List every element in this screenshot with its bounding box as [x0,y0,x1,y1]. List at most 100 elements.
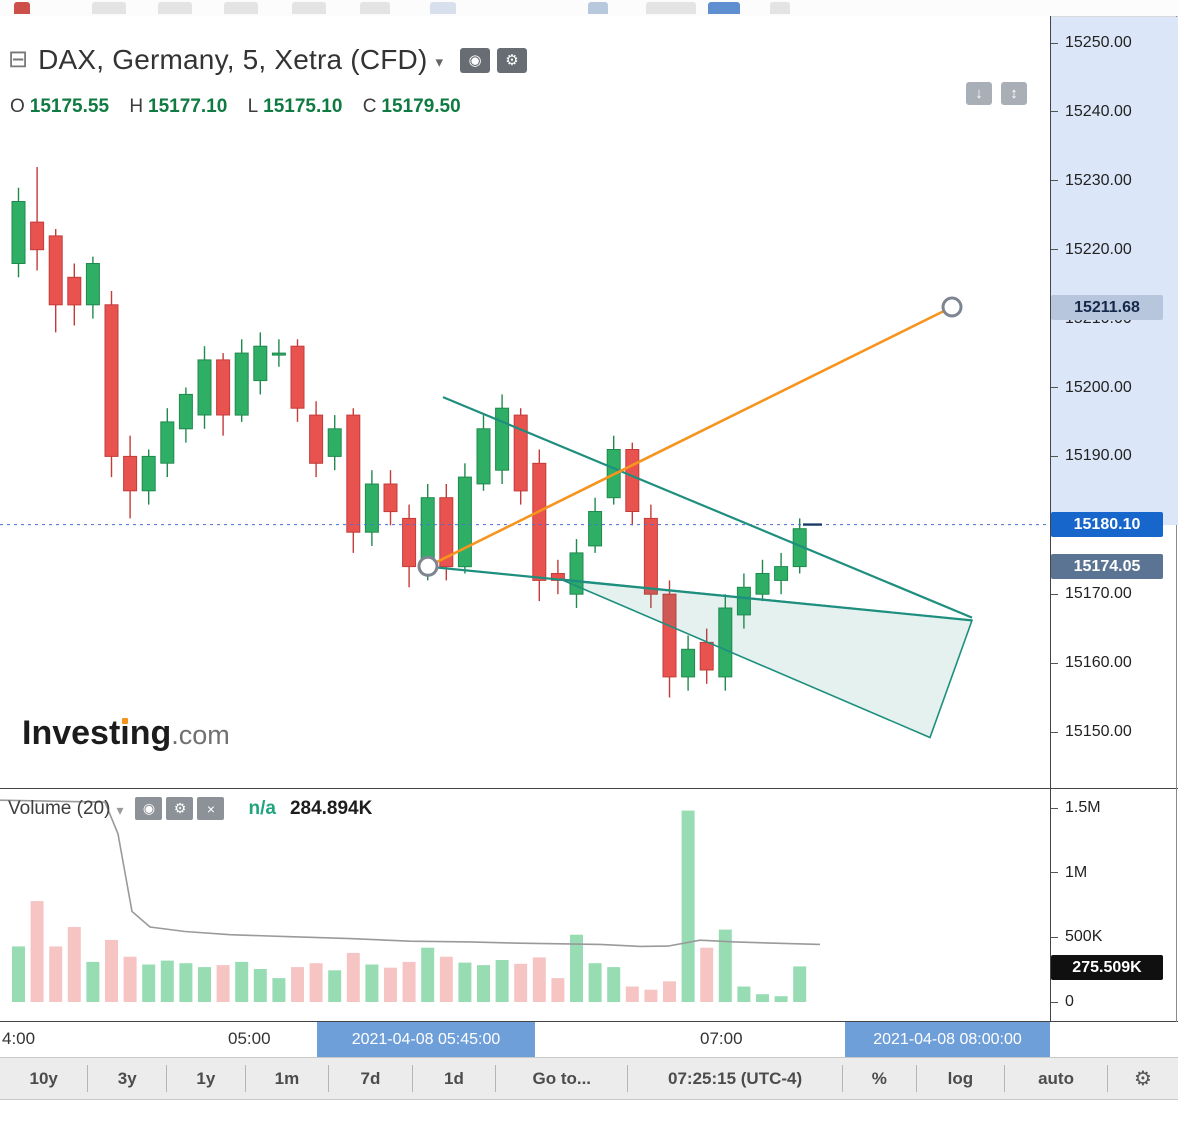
scroll-down-icon[interactable]: ↓ [966,82,992,105]
price-tick-label: 15200.00 [1065,378,1132,396]
ohlc-low-label: L [247,96,259,117]
logo-orange-dot [122,718,129,724]
trendline-handle[interactable] [417,555,439,577]
volume-current-value: 284.894K [289,797,373,819]
ohlc-readout: O 15175.55 H 15177.10 L 15175.10 C 15179.50 [10,96,476,118]
price-tag-drawing_start: 15174.05 [1051,553,1163,579]
price-tick-dash [1051,662,1058,664]
price-tick-label: 15190.00 [1065,447,1132,465]
tab-remnant[interactable] [14,2,30,14]
candlestick-chart[interactable] [0,16,1050,788]
collapse-panel-icon[interactable]: ⊟ [8,46,29,73]
triangle-drawing [559,578,974,739]
ohlc-close-value: 15179.50 [381,96,461,117]
price-tick-dash [1051,731,1058,733]
logo-suffix: .com [171,720,230,750]
investing-watermark: Investı ng.com [22,714,230,753]
time-label: 05:00 [228,1029,271,1048]
toolbar-item-1y[interactable]: 1y [166,1065,245,1092]
price-tick-label: 15240.00 [1065,102,1132,120]
price-chart-panel[interactable]: Investı ng.com ⊟ DAX, Germany, 5, Xetra (… [0,16,1050,788]
logo-i: ı [120,714,130,752]
chevron-down-icon[interactable]: ▾ [435,54,444,71]
toolbar-item-07-25-15-utc-4[interactable]: 07:25:15 (UTC-4) [627,1065,842,1092]
price-scale-highlight [1051,17,1178,525]
orange-trendline [427,305,953,568]
price-tick-label: 15250.00 [1065,34,1132,51]
volume-tick-label: 1M [1065,863,1088,881]
panel-divider[interactable] [0,788,1178,789]
time-label: 4:00 [2,1029,36,1048]
symbol-title[interactable]: DAX, Germany, 5, Xetra (CFD) [38,44,428,75]
toolbar-item-auto[interactable]: auto [1004,1065,1107,1092]
toolbar-item-log[interactable]: log [915,1065,1004,1092]
gear-icon[interactable]: ⚙ [497,47,528,73]
ohlc-close-label: C [362,96,377,117]
time-axis-divider [0,1021,1178,1022]
toolbar-item-[interactable]: % [841,1065,916,1092]
volume-panel[interactable]: Volume (20) ▾ ◉ ⚙ × n/a 284.894K [0,789,1050,1021]
volume-header: Volume (20) ▾ ◉ ⚙ × n/a 284.894K [8,797,372,820]
volume-tick-label: 500K [1065,928,1103,946]
tab-remnant[interactable] [224,2,258,14]
logo-text: Invest [22,714,121,752]
price-tick-dash [1051,455,1058,457]
chart-header: ⊟ DAX, Germany, 5, Xetra (CFD) ▾ ◉ ⚙ [8,44,528,76]
tab-remnant[interactable] [646,2,696,14]
tab-remnant[interactable] [158,2,192,14]
ohlc-high-value: 15177.10 [148,96,228,117]
ohlc-high-label: H [129,96,144,117]
close-icon[interactable]: × [197,797,225,820]
price-tick-dash [1051,387,1058,388]
gear-icon[interactable]: ⚙ [166,797,194,820]
tab-remnant[interactable] [360,2,390,14]
ohlc-open-value: 15175.55 [29,96,110,117]
visibility-icon[interactable]: ◉ [460,47,491,73]
toolbar-item-1d[interactable]: 1d [411,1065,496,1092]
bottom-toolbar: 10y 3y 1y 1m 7d 1d Go to... 07:25:15 (UTC-4)% lo… [0,1057,1178,1100]
tab-remnant[interactable] [770,2,790,14]
volume-tick-dash [1051,807,1058,809]
toolbar-item-1m[interactable]: 1m [244,1065,329,1092]
toolbar-item-7d[interactable]: 7d [328,1065,412,1092]
toolbar-item-3y[interactable]: 3y [87,1065,166,1092]
trendline-handle[interactable] [941,296,963,318]
browser-tab-strip[interactable] [0,0,1178,17]
tab-remnant[interactable] [292,2,326,14]
visibility-icon[interactable]: ◉ [135,797,163,820]
volume-ma-line [0,799,821,948]
volume-tick-dash [1051,872,1058,874]
ohlc-open-label: O [10,96,25,117]
price-tick-label: 15230.00 [1065,171,1132,189]
tab-remnant[interactable] [708,2,740,14]
chevron-down-icon[interactable]: ▾ [116,801,124,818]
time-range-highlight-1: 2021-04-08 08:00:00 [845,1022,1050,1057]
price-tick-dash [1051,593,1058,595]
price-scale[interactable]: 15250.0015240.0015230.0015220.0015210.00… [1051,0,1178,1057]
price-tick-label: 15170.00 [1065,585,1132,603]
toolbar-item-go-to[interactable]: Go to... [495,1065,627,1092]
volume-tick-dash [1051,936,1058,938]
tab-remnant[interactable] [588,2,608,14]
tab-remnant[interactable] [430,2,456,14]
tab-remnant[interactable] [92,2,126,14]
teal-trendline-lower [427,565,973,622]
teal-trendline-upper [442,396,973,619]
settings-gear-icon[interactable]: ⚙ [1107,1065,1178,1092]
volume-chart[interactable] [0,789,1050,1021]
time-label: 07:00 [700,1029,743,1048]
time-axis[interactable]: 4:00 05:00 07:00 2021-04-08 05:45:00 2021-04… [0,1022,1178,1057]
price-tag-drawing_end: 15211.68 [1051,294,1163,320]
volume-current-tag: 275.509K [1051,954,1163,980]
price-tag-last: 15180.10 [1051,512,1163,538]
resize-scale-icon[interactable]: ↕ [1001,82,1027,105]
time-range-highlight-0: 2021-04-08 05:45:00 [317,1022,535,1057]
volume-na-value: n/a [248,797,276,819]
price-tick-dash [1051,111,1058,113]
price-tick-dash [1051,249,1058,251]
volume-indicator-title[interactable]: Volume (20) [8,797,111,819]
price-tick-dash [1051,180,1058,182]
logo-text: ng [129,714,172,752]
toolbar-item-10y[interactable]: 10y [29,1068,58,1088]
